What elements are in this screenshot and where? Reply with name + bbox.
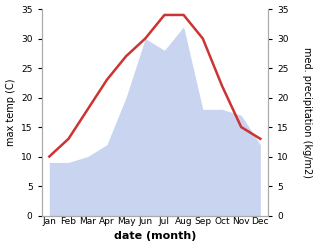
X-axis label: date (month): date (month) (114, 231, 196, 242)
Y-axis label: max temp (C): max temp (C) (5, 79, 16, 146)
Y-axis label: med. precipitation (kg/m2): med. precipitation (kg/m2) (302, 47, 313, 178)
